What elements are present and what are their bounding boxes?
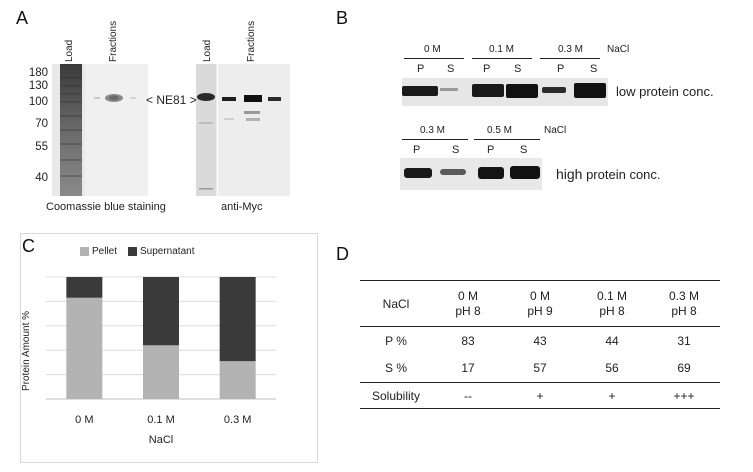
col-1-line-1: 0 M <box>529 288 550 303</box>
table-header-label: NaCl <box>382 296 410 311</box>
row-1-val-0: 17 <box>461 361 475 376</box>
row-0-val-3: 31 <box>677 333 691 348</box>
coomassie-fractions-label: Fractions <box>108 20 119 62</box>
bar-pellet-1 <box>143 345 179 399</box>
ne81-band-label: < NE81 > <box>146 93 197 107</box>
row-1-val-1: 57 <box>533 361 547 376</box>
myc-fractions-label: Fractions <box>246 20 257 62</box>
col-2-line-1: 0.1 M <box>596 288 627 303</box>
row-2-val-3: +++ <box>673 388 695 403</box>
b-bottom-bracket-0 <box>402 139 468 140</box>
bar-supernatant-0 <box>66 277 103 298</box>
b-bottom-caption-rest: protein conc. <box>582 167 661 182</box>
b-top-bracket-1 <box>472 58 532 59</box>
anti-myc-blot-image <box>196 64 290 196</box>
row-1-label: S % <box>384 361 407 376</box>
b-top-bracket-2 <box>540 58 600 59</box>
myc-caption: anti-Myc <box>221 201 263 213</box>
table-row: P % 83 43 44 31 <box>360 327 720 355</box>
b-bottom-salt: NaCl <box>544 125 567 136</box>
b-bottom-cond-0: 0.3 M <box>420 125 446 136</box>
chart-frame <box>20 233 318 463</box>
b-bottom-lane-1: S <box>452 144 460 156</box>
stacked-bar-chart: 0 M 0.1 M 0.3 M NaCl <box>46 276 276 446</box>
b-top-blot-image <box>402 78 608 106</box>
x-tick-label: 0.1 M <box>147 414 175 426</box>
row-1-val-3: 69 <box>677 361 691 376</box>
b-top-cond-2: 0.3 M <box>558 44 584 55</box>
b-top-bracket-0 <box>404 58 464 59</box>
col-0-line-1: 0 M <box>457 288 478 303</box>
b-top-lane-4: P <box>557 63 565 75</box>
col-1-line-2: pH 9 <box>527 303 553 318</box>
b-top-cond-1: 0.1 M <box>489 44 515 55</box>
marker-55: 55 <box>35 141 48 153</box>
chart-x-ticks: 0 M 0.1 M 0.3 M <box>75 414 251 426</box>
row-0-val-0: 83 <box>461 333 475 348</box>
coomassie-caption: Coomassie blue staining <box>46 201 166 213</box>
chart-bars <box>66 277 256 399</box>
col-3-line-2: pH 8 <box>671 303 697 318</box>
legend-label-supernatant: Supernatant <box>140 246 195 257</box>
x-tick-label: 0 M <box>75 414 93 426</box>
legend-swatch-pellet <box>80 247 89 256</box>
legend-label-pellet: Pellet <box>92 246 118 257</box>
legend-swatch-supernatant <box>128 247 137 256</box>
row-2-label: Solubility <box>371 388 421 403</box>
row-0-val-2: 44 <box>605 333 619 348</box>
marker-70: 70 <box>35 118 48 130</box>
row-1-val-2: 56 <box>605 361 619 376</box>
row-2-val-0: -- <box>464 388 472 403</box>
bar-pellet-2 <box>219 361 256 399</box>
bar-supernatant-1 <box>143 277 179 346</box>
col-3-line-1: 0.3 M <box>668 288 699 303</box>
marker-100: 100 <box>28 96 48 108</box>
col-2-line-2: pH 8 <box>599 303 625 318</box>
row-0-val-1: 43 <box>533 333 547 348</box>
b-top-lane-5: S <box>590 63 598 75</box>
col-0-line-2: pH 8 <box>455 303 481 318</box>
b-bottom-bracket-1 <box>474 139 540 140</box>
panel-d-letter: D <box>336 244 349 264</box>
coomassie-gel-image <box>52 64 148 196</box>
b-bottom-caption-high: high <box>556 166 583 182</box>
myc-load-label: Load <box>202 39 213 62</box>
b-top-lane-3: S <box>514 63 522 75</box>
panel-b-letter: B <box>336 8 349 28</box>
b-bottom-lane-0: P <box>413 144 421 156</box>
marker-40: 40 <box>35 172 48 184</box>
b-top-lane-0: P <box>417 63 425 75</box>
b-bottom-cond-1: 0.5 M <box>487 125 513 136</box>
row-0-label: P % <box>385 333 407 348</box>
b-top-cond-0: 0 M <box>424 44 441 55</box>
b-top-caption: low protein conc. <box>616 84 714 99</box>
chart-x-axis-label: NaCl <box>149 434 173 446</box>
marker-180: 180 <box>28 67 48 79</box>
b-bottom-caption: high protein conc. <box>556 166 661 182</box>
x-tick-label: 0.3 M <box>224 414 252 426</box>
panel-c-letter: C <box>22 236 35 256</box>
row-2-val-1: + <box>536 388 544 403</box>
table-row: Solubility -- + + +++ <box>360 383 720 409</box>
marker-130: 130 <box>28 80 48 92</box>
b-top-lane-1: S <box>447 63 455 75</box>
bar-supernatant-2 <box>219 277 256 362</box>
coomassie-load-label: Load <box>64 39 75 62</box>
b-bottom-blot-image <box>400 158 542 190</box>
panel-a-letter: A <box>16 8 29 28</box>
b-top-lane-2: P <box>483 63 491 75</box>
table-row: S % 17 57 56 69 <box>360 355 720 383</box>
row-2-val-2: + <box>608 388 616 403</box>
b-bottom-lane-3: S <box>520 144 528 156</box>
b-bottom-lane-2: P <box>487 144 495 156</box>
bar-pellet-0 <box>66 297 103 399</box>
b-top-salt: NaCl <box>607 44 630 55</box>
